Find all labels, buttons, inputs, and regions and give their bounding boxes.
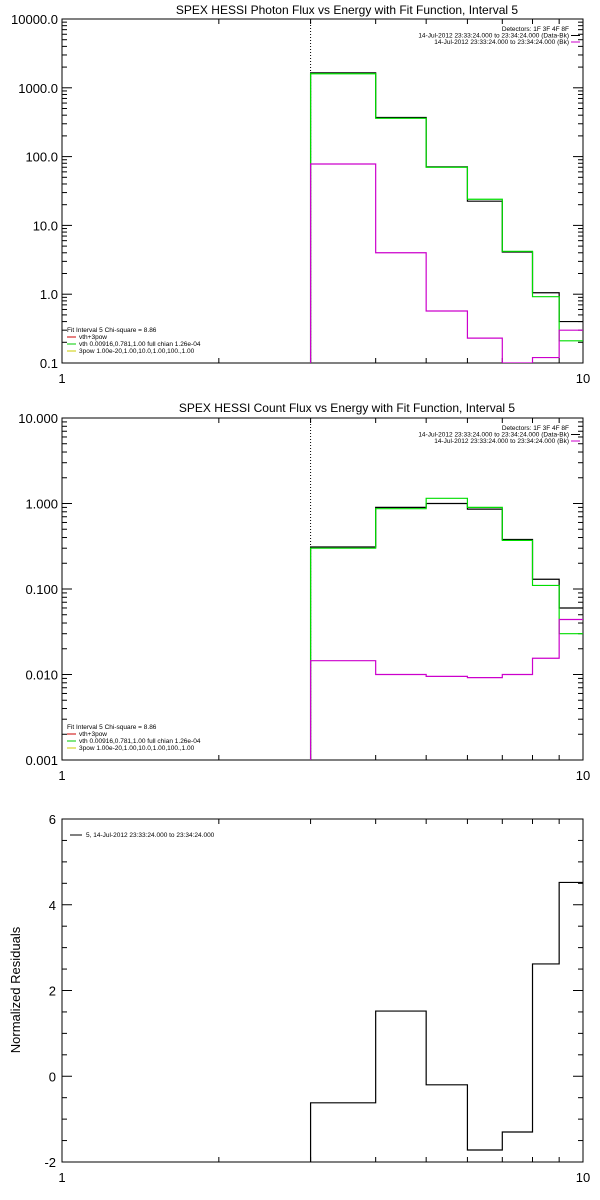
y-axis: -2 0 2 4 6 <box>44 812 583 1170</box>
residuals-panel: Normalized Residuals 1 10 -2 0 2 4 6 5, 14-Jul-… <box>8 812 590 1185</box>
y-tick-label: 0.001 <box>25 753 58 768</box>
x-tick-label: 10 <box>576 768 590 783</box>
y-tick-label: 10.000 <box>18 411 58 426</box>
legend-text: 14-Jul-2012 23:33:24.000 to 23:34:24.000… <box>418 432 569 439</box>
count-flux-panel: SPEX HESSI Count Flux vs Energy with Fit… <box>18 401 590 783</box>
series-group <box>309 72 583 363</box>
legend-text: vth+3pow <box>79 731 107 738</box>
photon-flux-panel: SPEX HESSI Photon Flux vs Energy with Fi… <box>11 3 590 386</box>
legend-text: vth 0.00916,0.781,1.00 full chian 1.26e-… <box>79 738 201 745</box>
y-tick-label: 10.0 <box>33 218 58 233</box>
y-tick-label: -2 <box>44 1155 56 1170</box>
y-tick-label: 4 <box>49 898 56 913</box>
legend-text: 14-Jul-2012 23:33:24.000 to 23:34:24.000… <box>434 39 569 46</box>
x-tick-label: 10 <box>576 371 590 386</box>
legend-text: vth 0.00916,0.781,1.00 full chian 1.26e-… <box>79 341 201 348</box>
legend-text: 3pow 1.00e-20,1.00,10.0,1.00,100.,1.00 <box>79 348 195 355</box>
y-tick-label: 10000.0 <box>11 12 58 27</box>
y-tick-label: 0 <box>49 1069 56 1084</box>
x-tick-label: 1 <box>58 1170 65 1185</box>
legend: 5, 14-Jul-2012 23:33:24.000 to 23:34:24.… <box>70 832 215 839</box>
y-tick-label: 1000.0 <box>18 81 58 96</box>
histogram-series <box>309 163 583 363</box>
y-axis: 0.001 0.010 0.100 1.000 10.000 <box>18 411 583 768</box>
series-group <box>309 881 583 1162</box>
legend-text: 3pow 1.00e-20,1.00,10.0,1.00,100.,1.00 <box>79 745 195 752</box>
x-tick-label: 1 <box>58 768 65 783</box>
y-tick-label: 1.000 <box>25 497 58 512</box>
histogram-series <box>309 618 583 760</box>
y-axis-label: Normalized Residuals <box>8 926 23 1053</box>
legend-text: vth+3pow <box>79 334 107 341</box>
legend-text: Fit Interval 5 Chi-square = 8.86 <box>67 724 157 731</box>
y-tick-label: 100.0 <box>25 150 58 165</box>
y-tick-label: 0.100 <box>25 582 58 597</box>
histogram-series <box>309 502 583 760</box>
histogram-series <box>309 497 583 760</box>
legend-text: Detectors: 1F 3F 4F 8F <box>502 425 569 432</box>
legend-text: 14-Jul-2012 23:33:24.000 to 23:34:24.000… <box>434 438 569 445</box>
y-tick-label: 6 <box>49 812 56 827</box>
y-tick-label: 1.0 <box>40 287 58 302</box>
plot-frame <box>61 417 584 761</box>
y-tick-label: 2 <box>49 984 56 999</box>
chart-title: SPEX HESSI Count Flux vs Energy with Fit… <box>179 401 515 415</box>
legend-text: 5, 14-Jul-2012 23:33:24.000 to 23:34:24.… <box>86 832 215 839</box>
x-tick-label: 10 <box>576 1170 590 1185</box>
histogram-series <box>309 73 583 363</box>
plot-frame <box>61 18 584 364</box>
plot-frame <box>61 818 584 1163</box>
x-tick-label: 1 <box>58 371 65 386</box>
y-axis: 0.1 1.0 10.0 100.0 1000.0 10000.0 <box>11 12 583 371</box>
y-tick-label: 0.1 <box>40 356 58 371</box>
chart-title: SPEX HESSI Photon Flux vs Energy with Fi… <box>176 3 518 17</box>
legend-text: 14-Jul-2012 23:33:24.000 to 23:34:24.000… <box>418 33 569 40</box>
histogram-series <box>309 72 583 363</box>
y-tick-label: 0.010 <box>25 668 58 683</box>
series-group <box>309 497 583 760</box>
legend-text: Detectors: 1F 3F 4F 8F <box>502 26 569 33</box>
histogram-series <box>309 881 583 1162</box>
legend-text: Fit Interval 5 Chi-square = 8.86 <box>67 327 157 334</box>
x-axis: 1 10 <box>58 819 590 1185</box>
